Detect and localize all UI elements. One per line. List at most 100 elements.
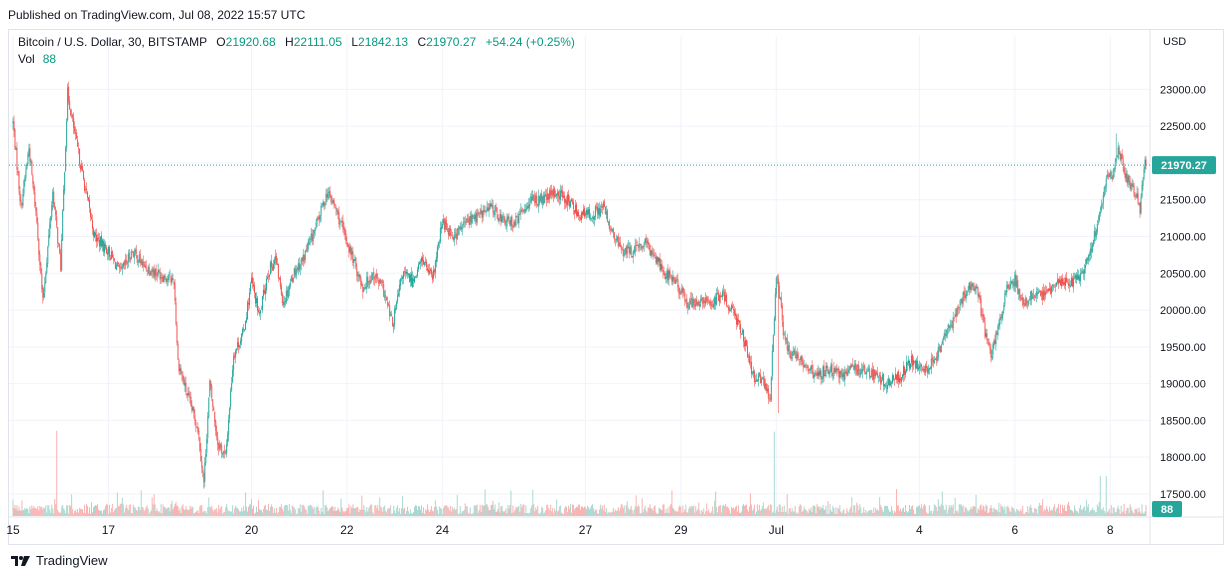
candle-body	[88, 197, 90, 201]
candle-body	[675, 279, 677, 284]
candle-body	[45, 273, 47, 284]
volume-bar	[431, 510, 433, 516]
candle-body	[1103, 187, 1105, 197]
volume-bar	[864, 512, 866, 516]
candle-body	[1011, 280, 1013, 284]
candle-body	[297, 263, 299, 271]
candle-body	[1086, 258, 1088, 261]
candle-body	[1145, 159, 1147, 166]
volume-bar	[655, 512, 657, 516]
volume-bar	[1076, 511, 1078, 516]
volume-bar	[917, 506, 919, 516]
volume-bar	[358, 512, 360, 516]
volume-bar	[1078, 508, 1080, 516]
candle-body	[1059, 279, 1061, 283]
volume-bar	[353, 507, 355, 516]
volume-bar	[1069, 509, 1071, 516]
volume-bar	[315, 507, 317, 516]
volume-bar	[906, 512, 908, 516]
volume-bar	[980, 504, 982, 516]
candle-body	[64, 172, 66, 192]
candle-body	[361, 284, 363, 287]
volume-bar	[47, 505, 49, 516]
candle-body	[666, 270, 668, 279]
candle-body	[223, 451, 225, 454]
candle-body	[19, 190, 21, 201]
candle-body	[909, 363, 911, 369]
volume-bar	[972, 505, 974, 516]
volume-bar	[483, 505, 485, 516]
volume-bar	[1085, 499, 1087, 516]
volume-bar	[832, 505, 834, 516]
candle-body	[719, 295, 721, 303]
volume-bar	[144, 509, 146, 516]
candle-body	[762, 377, 764, 380]
candle-body	[709, 301, 711, 304]
candle-body	[422, 260, 424, 265]
volume-bar	[103, 509, 105, 516]
candle-body	[18, 171, 20, 190]
candle-body	[237, 342, 239, 348]
candle-body	[190, 396, 192, 406]
volume-bar	[866, 513, 868, 516]
footer-brand[interactable]: TradingView	[36, 553, 108, 568]
volume-bar	[41, 506, 43, 516]
volume-bar	[854, 505, 856, 516]
volume-bar	[152, 504, 154, 516]
volume-bar	[511, 513, 513, 516]
volume-bar	[1108, 508, 1110, 516]
candle-body	[24, 176, 26, 181]
candle-body	[535, 195, 537, 203]
candle-body	[57, 226, 59, 244]
candle-body	[674, 279, 676, 284]
volume-bar	[821, 508, 823, 516]
close-value: 21970.27	[426, 35, 477, 49]
candle-body	[1134, 195, 1136, 197]
candle-body	[799, 358, 801, 360]
candle-body	[1113, 168, 1115, 171]
volume-bar	[1066, 504, 1068, 516]
candle-body	[222, 452, 224, 455]
volume-bar	[185, 505, 187, 516]
candle-body	[152, 268, 154, 273]
volume-bar	[802, 510, 804, 516]
volume-bar	[278, 506, 280, 516]
candle-body	[417, 264, 419, 270]
volume-bar	[904, 504, 906, 516]
volume-bar	[389, 508, 391, 516]
volume-bar	[390, 505, 392, 516]
candle-body	[131, 252, 133, 254]
candle-body	[1116, 156, 1118, 158]
volume-bar	[662, 504, 664, 516]
volume-bar	[774, 512, 776, 516]
volume-bar	[50, 512, 52, 516]
chart-frame[interactable]	[8, 29, 1224, 545]
volume-bar	[1125, 510, 1127, 516]
volume-bar	[823, 509, 825, 516]
candle-body	[1099, 211, 1101, 214]
volume-bar	[72, 509, 74, 516]
volume-bar	[693, 505, 695, 516]
volume-bar	[638, 506, 640, 516]
candle-body	[952, 317, 954, 328]
candle-body	[56, 216, 58, 227]
candle-body	[523, 210, 525, 212]
candle-body	[307, 243, 309, 249]
volume-bar	[688, 508, 690, 516]
volume-bar	[836, 513, 838, 516]
volume-bar	[634, 506, 636, 516]
candle-body	[139, 253, 141, 264]
volume-bar	[380, 506, 382, 516]
candle-body	[238, 342, 240, 348]
candle-body	[1126, 173, 1128, 183]
y-tick-label: 21000.00	[1160, 232, 1206, 244]
volume-bar	[160, 504, 162, 516]
volume-bar	[473, 505, 475, 516]
volume-bar	[814, 506, 816, 516]
volume-bar	[948, 505, 950, 516]
volume-bar	[998, 502, 1000, 516]
candle-body	[265, 278, 267, 290]
volume-bar	[379, 497, 381, 516]
volume-bar	[320, 507, 322, 516]
